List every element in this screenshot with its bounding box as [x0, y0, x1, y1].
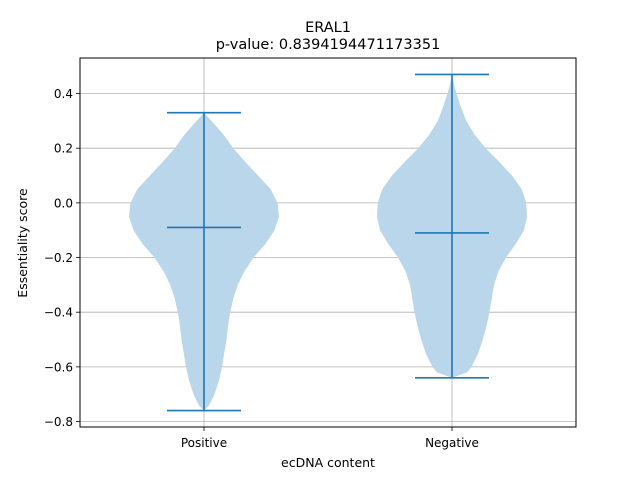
y-tick-label: 0.2	[54, 142, 73, 156]
chart-subtitle: p-value: 0.8394194471173351	[216, 37, 441, 53]
x-axis-label: ecDNA content	[281, 455, 375, 470]
tick-layer: −0.8 −0.6 −0.4 −0.2 0.0 0.2 0.4 Positive Negativ…	[44, 87, 479, 450]
plot-frame	[79, 57, 577, 428]
chart-title: ERAL1	[305, 20, 351, 36]
violin-layer	[129, 73, 527, 412]
axes-layer	[79, 57, 577, 428]
y-tick-label: −0.8	[44, 415, 73, 429]
x-tick-label: Positive	[181, 436, 227, 450]
x-tick-label: Negative	[425, 436, 479, 450]
y-tick-label: 0.0	[54, 196, 73, 210]
y-tick-label: −0.6	[44, 360, 73, 374]
y-tick-label: −0.2	[44, 251, 73, 265]
y-axis-label: Essentiality score	[15, 188, 30, 298]
y-tick-label: −0.4	[44, 306, 73, 320]
y-tick-label: 0.4	[54, 87, 73, 101]
